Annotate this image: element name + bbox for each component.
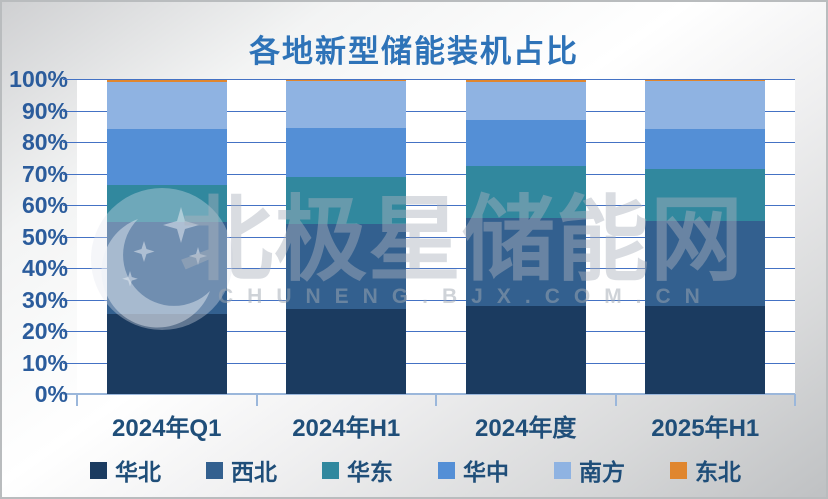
legend-label: 华北	[115, 459, 161, 485]
bar-segment	[645, 220, 766, 306]
x-axis-tick	[794, 394, 796, 406]
bar-segment	[465, 165, 586, 218]
gridline	[63, 79, 795, 80]
gridline	[63, 236, 795, 238]
bar-segment	[645, 80, 766, 130]
legend-label: 南方	[579, 459, 625, 485]
x-axis-line	[63, 393, 795, 395]
gridline	[63, 205, 795, 206]
legend-swatch-icon	[554, 461, 571, 479]
bar-column	[465, 79, 586, 394]
y-tick-label: 0%	[34, 381, 68, 407]
bar-segment	[465, 79, 586, 83]
gridline	[63, 110, 795, 112]
category-label: 2024年H1	[292, 415, 401, 442]
legend-item: 华北	[90, 453, 161, 487]
bar-segment	[106, 82, 227, 130]
bar-segment	[286, 308, 407, 394]
y-tick-label: 50%	[21, 223, 68, 250]
category-label: 2025年H1	[651, 415, 760, 442]
category-label: 2024年度	[475, 415, 577, 442]
legend-swatch-icon	[670, 461, 687, 479]
gridline	[63, 299, 795, 301]
legend-label: 西北	[231, 459, 277, 485]
bar-segment	[465, 119, 586, 166]
x-axis-tick	[435, 394, 437, 406]
bar-segment	[286, 80, 407, 128]
gridline	[63, 173, 795, 175]
bar-column	[645, 79, 766, 394]
bar-segment	[465, 217, 586, 306]
legend: 华北 西北 华东 华中 南方 东北	[90, 453, 741, 487]
bar-column	[106, 79, 227, 394]
bar-segment	[106, 129, 227, 185]
legend-swatch-icon	[438, 461, 455, 479]
chart-title: 各地新型储能装机占比	[249, 34, 579, 69]
legend-label: 华中	[463, 459, 509, 485]
bar-segment	[465, 305, 586, 394]
legend-label: 东北	[695, 459, 741, 485]
bar-segment	[465, 82, 586, 120]
legend-item: 南方	[554, 453, 625, 487]
bar-segment	[106, 313, 227, 394]
y-tick-label: 90%	[21, 97, 68, 124]
y-tick-label: 60%	[21, 192, 68, 218]
gridline	[63, 362, 795, 364]
x-axis-tick	[255, 394, 258, 406]
plot-area	[63, 79, 796, 406]
bar-segment	[286, 127, 407, 177]
bar-segment	[645, 305, 766, 394]
category-label: 2024年Q1	[112, 415, 222, 442]
gridline	[63, 331, 795, 332]
bar-segment	[106, 79, 227, 83]
legend-item: 华东	[322, 453, 393, 487]
legend-label: 华东	[347, 459, 393, 485]
legend-swatch-icon	[90, 461, 107, 479]
y-tick-label: 30%	[21, 286, 68, 313]
legend-item: 华中	[438, 453, 509, 487]
gridline	[63, 268, 795, 269]
legend-swatch-icon	[206, 461, 223, 479]
legend-item: 西北	[206, 453, 277, 487]
x-axis-tick	[614, 394, 617, 406]
legend-swatch-icon	[322, 461, 339, 479]
bar-segment	[286, 223, 407, 309]
bar-column	[286, 79, 407, 394]
bar-segment	[286, 176, 407, 224]
gridline	[63, 142, 795, 143]
y-tick-label: 20%	[21, 318, 68, 344]
y-tick-label: 100%	[9, 66, 68, 92]
bar-segment	[645, 168, 766, 221]
y-tick-label: 10%	[21, 349, 68, 376]
bar-segment	[106, 222, 227, 314]
bar-segment	[106, 184, 227, 223]
legend-item: 东北	[670, 453, 741, 487]
y-tick-label: 80%	[21, 129, 68, 155]
x-axis-tick	[76, 394, 78, 406]
y-tick-label: 40%	[21, 255, 68, 281]
y-tick-label: 70%	[21, 160, 68, 187]
bar-segment	[645, 129, 766, 169]
